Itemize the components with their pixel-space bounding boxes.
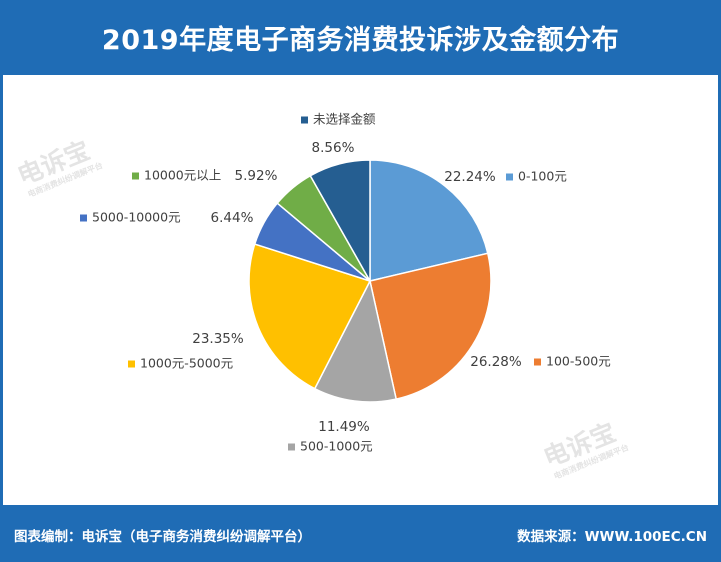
slice-category-label: 1000元-5000元 [140, 356, 233, 371]
slice-category-label: 500-1000元 [300, 439, 373, 454]
legend-swatch [506, 173, 513, 181]
legend-swatch [288, 443, 295, 451]
slice-category-label: 0-100元 [518, 169, 567, 184]
slice-percent-label: 23.35% [192, 331, 244, 347]
slice-percent-label: 22.24% [444, 169, 496, 185]
watermark-top-left: 电诉宝 电商消费纠纷调解平台 [13, 136, 104, 200]
slice-percent-label: 5.92% [235, 168, 278, 184]
pie-labels: 22.24% 0-100元 26.28% 100-500元 11.49% 500-1000… [80, 112, 611, 454]
pie-slice [313, 278, 398, 403]
slice-category-label: 5000-10000元 [92, 210, 181, 225]
pie-slices [248, 159, 492, 403]
pie-slice [248, 243, 372, 390]
slice-category-label: 100-500元 [546, 354, 611, 369]
slice-percent-label: 6.44% [211, 210, 254, 226]
footer-source: 数据来源：WWW.100EC.CN [517, 529, 707, 545]
legend-swatch [132, 172, 139, 180]
pie-slice [309, 159, 371, 284]
slice-percent-label: 11.49% [318, 419, 370, 435]
slice-category-label: 10000元以上 [144, 168, 221, 183]
pie-slice [369, 159, 489, 282]
legend-swatch [534, 358, 541, 366]
footer-credit: 图表编制：电诉宝（电子商务消费纠纷调解平台） [14, 529, 311, 545]
slice-percent-label: 26.28% [470, 354, 522, 370]
pie-slice [369, 252, 492, 401]
slice-category-label: 未选择金额 [313, 112, 376, 127]
legend-swatch [128, 360, 135, 368]
slice-percent-label: 8.56% [312, 140, 355, 156]
chart-title: 2019年度电子商务消费投诉涉及金额分布 [0, 0, 721, 75]
watermark-bottom-right: 电诉宝 电商消费纠纷调解平台 [539, 418, 630, 482]
legend-swatch [80, 214, 87, 222]
chart-footer: 图表编制：电诉宝（电子商务消费纠纷调解平台） 数据来源：WWW.100EC.CN [0, 505, 721, 562]
pie-chart: 电诉宝 电商消费纠纷调解平台 电诉宝 电商消费纠纷调解平台 22.24% 0-10… [13, 112, 630, 482]
title-text: 2019年度电子商务消费投诉涉及金额分布 [101, 25, 620, 56]
legend-swatch [301, 116, 308, 124]
